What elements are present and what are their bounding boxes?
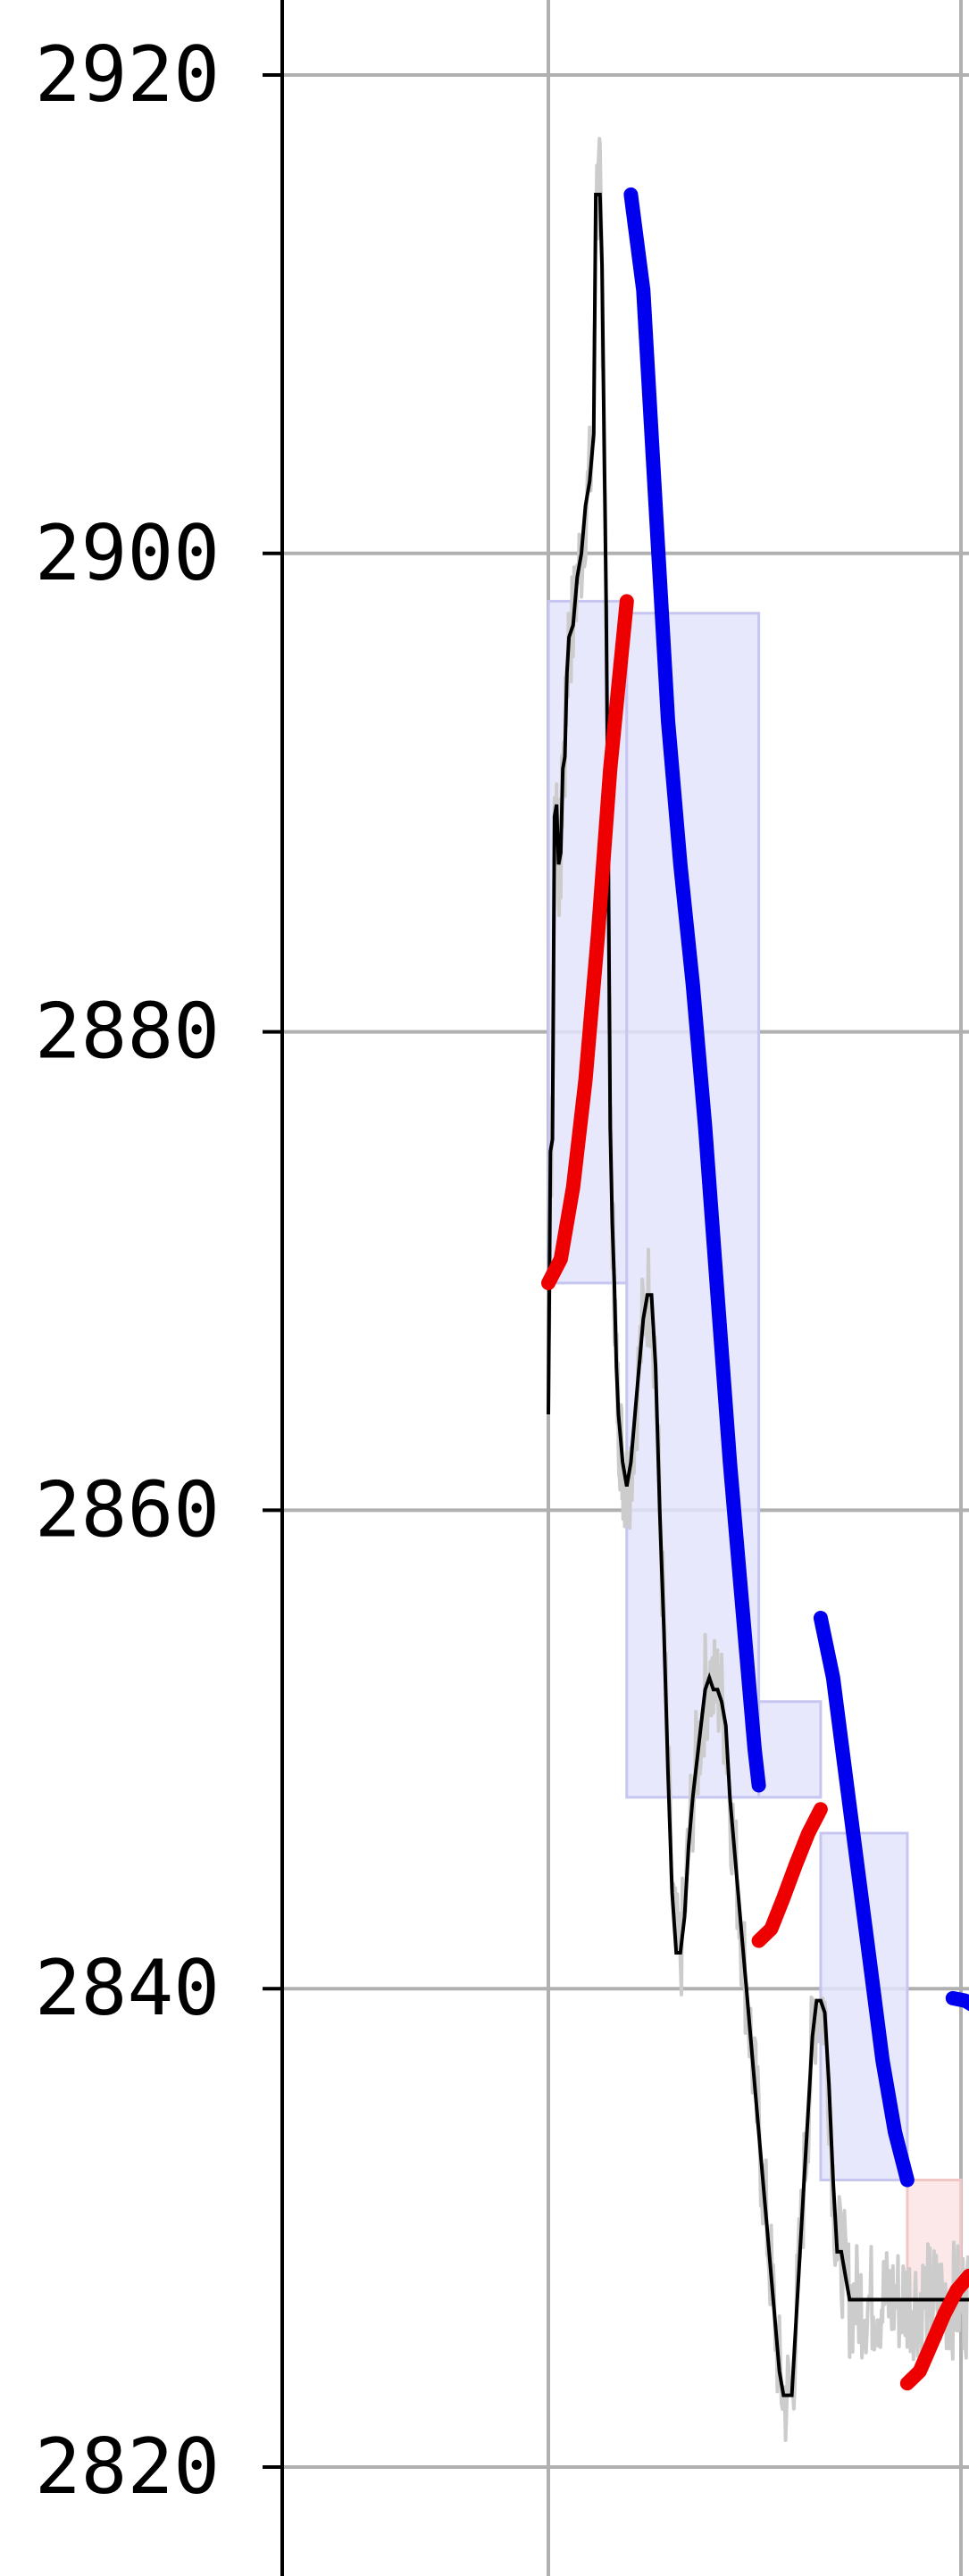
up-move-line xyxy=(541,594,634,1290)
smoothed-price-line xyxy=(547,192,969,2397)
y-tick-label: 2880 xyxy=(35,988,220,1077)
y-tick-label: 2820 xyxy=(35,2422,220,2512)
plot-area xyxy=(541,137,969,2442)
down-move-line xyxy=(945,1990,969,2012)
y-tick-label: 2840 xyxy=(35,1944,220,2033)
down-move-line xyxy=(623,187,766,1793)
y-tick-label: 2920 xyxy=(35,30,220,120)
y-axis: 2920 2900 2880 2860 2840 2820 xyxy=(35,0,284,2576)
up-move-line xyxy=(751,1802,828,1948)
down-move-line xyxy=(813,1611,915,2188)
up-move-line xyxy=(899,2268,969,2391)
y-tick-label: 2860 xyxy=(35,1465,220,1555)
range-box xyxy=(757,1700,823,1799)
y-tick-label: 2900 xyxy=(35,509,220,598)
raw-price-line xyxy=(547,137,969,2442)
